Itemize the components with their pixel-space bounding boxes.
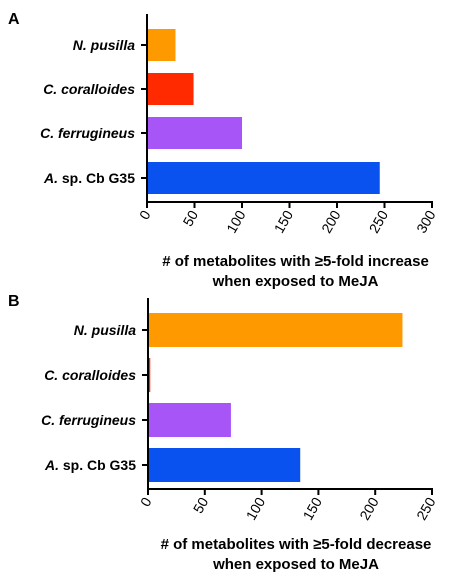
x-tick-label: 100 [223, 207, 249, 235]
panel-label: A [8, 11, 20, 28]
x-tick-label: 0 [137, 494, 155, 509]
category-label: C. coralloides [44, 367, 136, 383]
x-tick-label: 250 [413, 494, 439, 522]
x-tick-label: 300 [413, 207, 439, 235]
category-label: A. sp. Cb G35 [43, 170, 135, 186]
chart-panel-a: A N. pusilla C. coralloides C. ferrugineus A… [8, 11, 439, 290]
bar-2 [148, 358, 151, 392]
x-axis-label: # of metabolites with ≥5-fold increase [162, 253, 429, 270]
category-label: C. ferrugineus [40, 125, 135, 141]
category-label: N. pusilla [74, 322, 136, 338]
category-label: N. pusilla [73, 37, 135, 53]
bar-3 [148, 403, 231, 437]
x-tick-label: 150 [271, 207, 297, 235]
panel-label: B [8, 293, 20, 310]
x-tick-label: 200 [356, 494, 382, 522]
bar-4 [148, 448, 301, 482]
bar-4 [147, 162, 380, 194]
bar-1 [147, 29, 176, 61]
x-axis-label: when exposed to MeJA [212, 273, 379, 290]
x-tick-label: 150 [299, 494, 325, 522]
category-label: A. sp. Cb G35 [44, 457, 136, 473]
x-tick-label: 250 [366, 207, 392, 235]
x-tick-label: 50 [179, 207, 201, 229]
bar-2 [147, 73, 194, 105]
category-label: C. coralloides [43, 81, 135, 97]
bar-3 [147, 117, 242, 149]
x-tick-label: 200 [318, 207, 344, 235]
bar-1 [148, 313, 403, 347]
category-label: C. ferrugineus [41, 412, 136, 428]
x-tick-label: 50 [190, 494, 212, 516]
chart-panel-b: B N. pusilla C. coralloides C. ferrugineus A… [8, 293, 439, 572]
x-axis-label: when exposed to MeJA [212, 556, 379, 572]
x-tick-label: 100 [243, 494, 269, 522]
x-tick-label: 0 [136, 207, 154, 222]
x-axis-label: # of metabolites with ≥5-fold decrease [161, 536, 432, 553]
